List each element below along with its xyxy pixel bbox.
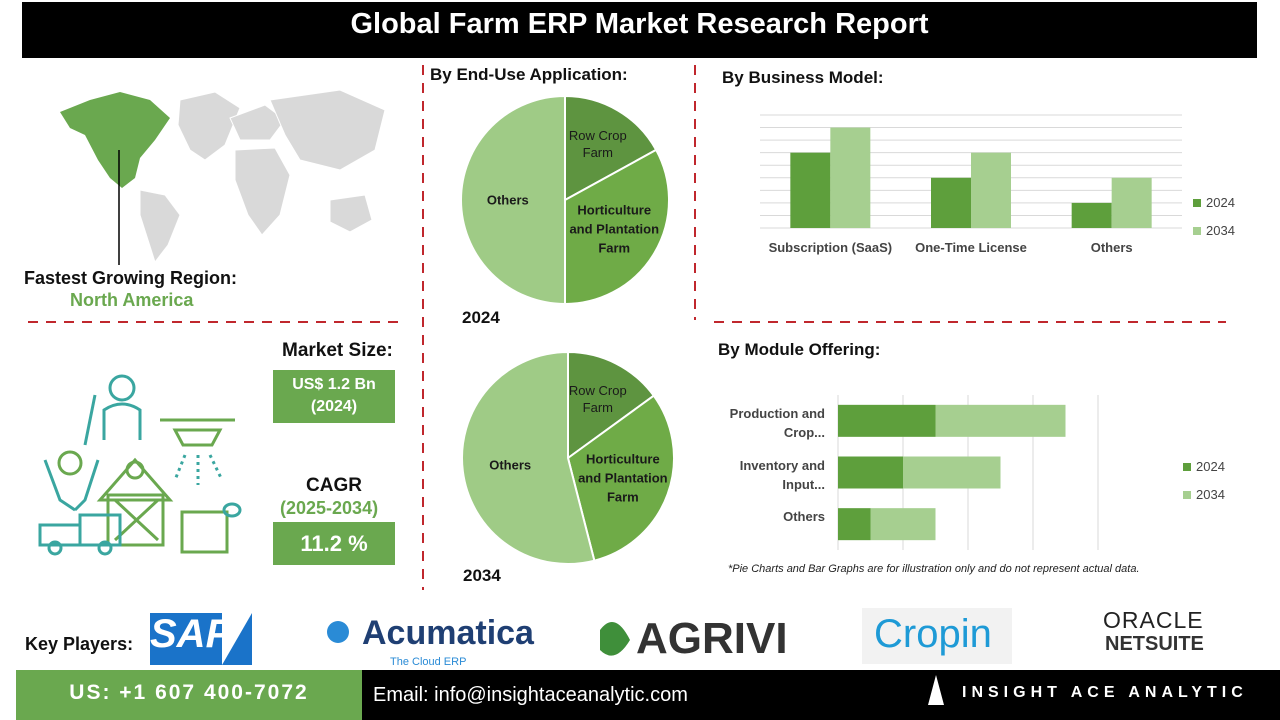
x-tick-label: Subscription (SaaS): [768, 240, 893, 255]
legend-label: 2024: [1206, 195, 1235, 210]
key-players-label: Key Players:: [25, 634, 134, 654]
pie-slice: [564, 148, 670, 306]
oracle-logo: ORACLE: [1103, 607, 1204, 633]
legend-swatch: [1183, 463, 1191, 471]
sap-logo: SAP: [150, 612, 233, 656]
pie-label: Horticulture and Plantation Farm: [578, 451, 668, 505]
bar: [1111, 177, 1152, 228]
legend-swatch: [1193, 199, 1201, 207]
region-value: North America: [70, 290, 194, 310]
cropin-bg: [862, 608, 1012, 664]
footer-email: Email: info@insightaceanalytic.com: [373, 684, 688, 706]
dividers: [28, 65, 1226, 590]
x-tick-label: Others: [1090, 240, 1133, 255]
bar: [838, 404, 936, 437]
farm-illustration: [38, 374, 242, 556]
header-bar: [22, 2, 1257, 58]
acumatica-tagline: The Cloud ERP: [390, 656, 467, 668]
bar: [830, 127, 871, 228]
bar: [838, 508, 871, 541]
pie-label: Others: [486, 192, 529, 208]
pie-slice: [461, 350, 596, 565]
y-tick-label: Others: [783, 509, 825, 525]
chart-title: By Business Model:: [722, 68, 884, 87]
footer-brand: INSIGHT ACE ANALYTIC: [962, 684, 1248, 701]
x-tick-label: One-Time License: [915, 240, 1027, 255]
bar: [903, 456, 1001, 489]
north-america: [60, 92, 170, 188]
chart-subtitle: 2034: [463, 566, 501, 585]
chart-title: By End-Use Application:: [430, 65, 628, 84]
legend-label: 2034: [1206, 223, 1235, 238]
chart-subtitle: 2024: [462, 308, 500, 327]
pie-slice: [566, 394, 675, 562]
y-tick-label: Inventory and Input...: [739, 457, 825, 492]
acumatica-icon: [327, 621, 349, 643]
cagr-label: CAGR: [306, 475, 362, 496]
cropin-logo: Cropin: [874, 612, 992, 656]
bar: [838, 456, 903, 489]
region-label: Fastest Growing Region:: [24, 268, 238, 288]
cagr-period: (2025-2034): [280, 498, 379, 518]
pie-label: Row Crop Farm: [568, 383, 627, 416]
pie-label: Others: [489, 457, 532, 473]
bar: [870, 508, 936, 541]
sap-logo-cut: [222, 613, 252, 665]
acumatica-logo: Acumatica: [362, 614, 534, 652]
brand-icon: [928, 675, 944, 705]
chart-title: By Module Offering:: [718, 340, 881, 359]
legend-label: 2024: [1196, 459, 1225, 474]
legend-swatch: [1193, 227, 1201, 235]
market-size-box: US$ 1.2 Bn (2024): [273, 370, 395, 423]
y-tick-label: Production and Crop...: [729, 405, 825, 440]
bar: [971, 152, 1011, 228]
cagr-value: 11.2 %: [273, 522, 395, 565]
title: Global Farm ERP Market Research Report: [350, 8, 929, 40]
pie-label: Horticulture and Plantation Farm: [569, 202, 660, 256]
netsuite-logo: NETSUITE: [1105, 633, 1204, 655]
market-size-label: Market Size:: [282, 340, 393, 361]
market-size-year: (2024): [310, 398, 358, 415]
legend-swatch: [1183, 491, 1191, 499]
world-map: [139, 89, 386, 264]
bar: [790, 152, 831, 228]
pie-slice: [564, 94, 658, 202]
footer-bar: [362, 670, 1280, 720]
note: *Pie Charts and Bar Graphs are for illus…: [728, 563, 1140, 575]
legend-label: 2034: [1196, 487, 1225, 502]
bar: [1071, 202, 1112, 228]
bar: [931, 177, 971, 228]
bar: [935, 404, 1066, 437]
pie-slice: [460, 94, 566, 306]
pie-slice: [567, 350, 656, 460]
market-size-value: US$ 1.2 Bn: [292, 376, 376, 393]
agrivi-logo: AGRIVI: [636, 614, 788, 663]
footer-phone: US: +1 607 400-7072: [69, 681, 309, 704]
pie-label: Row Crop Farm: [568, 128, 627, 161]
agrivi-icon: [600, 622, 630, 656]
footer-phone-bg: [16, 670, 362, 720]
